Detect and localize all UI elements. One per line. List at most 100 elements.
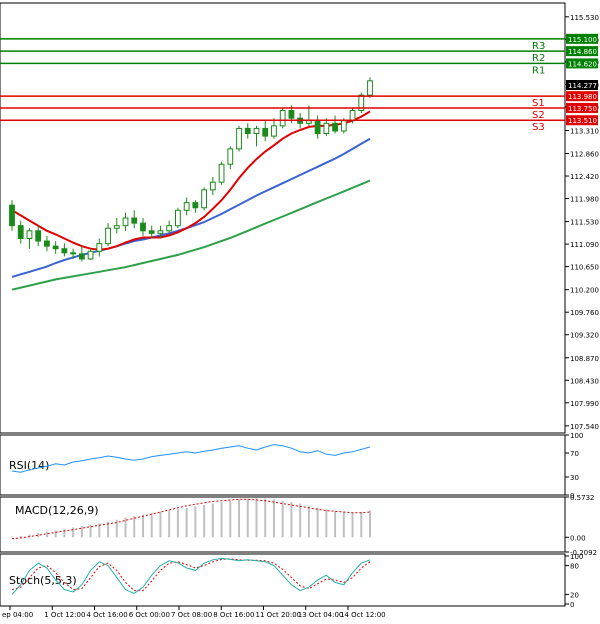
- macd-signal-line: [11, 498, 371, 540]
- candle-body: [314, 120, 321, 135]
- macd-bar: [211, 503, 214, 538]
- candle-body: [227, 148, 234, 165]
- stoch-panel: Stoch(5,5,3) 100 80 20 0: [0, 553, 583, 609]
- level-r2: R2 114.860: [0, 46, 598, 64]
- candle-body: [262, 127, 269, 137]
- candle: [236, 125, 242, 152]
- pivot-levels: R3 115.100 R2 114.860 R1 114.620 S1 113.980 S2 11…: [0, 33, 598, 133]
- macd-bar: [229, 500, 232, 538]
- price-tick-label: 107.540: [570, 423, 599, 431]
- macd-bar: [150, 513, 153, 538]
- candle-body: [279, 110, 286, 127]
- level-s2: S2 113.750: [0, 102, 598, 121]
- level-value: 113.980: [568, 93, 597, 101]
- candle-body: [332, 122, 338, 132]
- candle: [262, 120, 269, 142]
- rsi-tick-label: 70: [570, 450, 579, 458]
- candle-body: [183, 202, 190, 211]
- stoch-d-line: [11, 558, 371, 592]
- macd-bar: [72, 527, 75, 538]
- candle-body: [105, 227, 111, 245]
- candle-body: [87, 250, 94, 260]
- candle: [157, 225, 164, 239]
- price-tick-label: 115.530: [570, 14, 599, 22]
- current-price-box: [566, 80, 598, 90]
- candle: [113, 218, 120, 234]
- macd-tick-label: 0.5732: [570, 494, 595, 502]
- candle-body: [78, 253, 85, 260]
- candle: [131, 210, 138, 229]
- candle: [87, 248, 94, 260]
- current-price-label: 114.277: [568, 82, 597, 90]
- level-value: 114.860: [568, 48, 597, 56]
- macd-bar: [80, 526, 83, 538]
- candle-body: [367, 80, 373, 96]
- stoch-tick-label: 0: [570, 601, 574, 609]
- level-r1: R1 114.620: [0, 58, 598, 76]
- candle-body: [271, 125, 277, 137]
- macd-bar: [290, 502, 293, 538]
- macd-bar: [264, 498, 267, 538]
- macd-bar: [203, 504, 206, 538]
- candle-body: [244, 127, 251, 135]
- price-tick-label: 107.990: [570, 400, 599, 408]
- level-value: 113.510: [568, 117, 597, 125]
- macd-bar: [316, 507, 319, 538]
- macd-bar: [255, 497, 258, 538]
- candle-body: [340, 120, 347, 132]
- candle-body: [122, 217, 129, 227]
- macd-bar: [54, 530, 57, 538]
- stoch-axis: 100 80 20 0: [565, 553, 583, 609]
- macd-bar: [299, 503, 302, 538]
- rsi-tick-label: 30: [570, 474, 579, 482]
- macd-histogram: [11, 497, 371, 538]
- macd-bar: [159, 511, 162, 538]
- candle-body: [157, 230, 164, 234]
- candle: [201, 187, 207, 211]
- macd-bar: [307, 505, 310, 538]
- candle: [105, 223, 111, 247]
- stoch-panel-frame: [0, 553, 566, 607]
- candle-body: [44, 240, 50, 247]
- level-value-box: [566, 91, 598, 102]
- macd-tick-label: 0.00: [570, 534, 586, 542]
- candle-body: [35, 230, 42, 242]
- time-tick-label: 6 Oct 00:00: [129, 611, 170, 619]
- rsi-axis: 100 70 30 0: [565, 432, 583, 500]
- macd-bar: [98, 523, 101, 538]
- stoch-tick-label: 20: [570, 591, 579, 599]
- stoch-tick-label: 80: [570, 563, 579, 571]
- candle: [367, 77, 373, 98]
- macd-bar: [272, 499, 275, 538]
- level-label: S3: [532, 122, 545, 133]
- macd-bar: [325, 509, 328, 538]
- candle: [166, 220, 173, 234]
- macd-bar: [342, 511, 345, 538]
- macd-axis: 0.5732 0.00 -0.2092: [565, 494, 597, 557]
- stoch-tick-label: 100: [570, 553, 583, 561]
- macd-bar: [133, 516, 136, 538]
- ma-slow-line: [11, 179, 371, 291]
- candle-body: [9, 204, 15, 227]
- price-tick-label: 110.200: [570, 287, 599, 295]
- time-tick-label: ep 04:00: [2, 611, 33, 619]
- candle-body: [218, 163, 225, 183]
- level-label: R3: [532, 41, 545, 52]
- macd-bar: [246, 498, 249, 538]
- candle: [253, 125, 260, 147]
- candle-body: [236, 127, 242, 150]
- macd-bar: [89, 524, 92, 538]
- rsi-tick-label: 0: [570, 492, 574, 500]
- candle: [78, 246, 85, 262]
- macd-bar: [28, 534, 31, 538]
- candle: [35, 225, 42, 247]
- candle-body: [175, 209, 181, 227]
- macd-bar: [115, 519, 118, 538]
- macd-panel: MACD(12,26,9) 0.5732 0.00 -0.2092: [0, 494, 597, 557]
- macd-bar: [238, 499, 241, 538]
- candle-body: [131, 217, 138, 224]
- time-tick-label: 14 Oct 12:00: [340, 611, 386, 619]
- candle: [332, 115, 338, 134]
- macd-bar: [107, 521, 110, 538]
